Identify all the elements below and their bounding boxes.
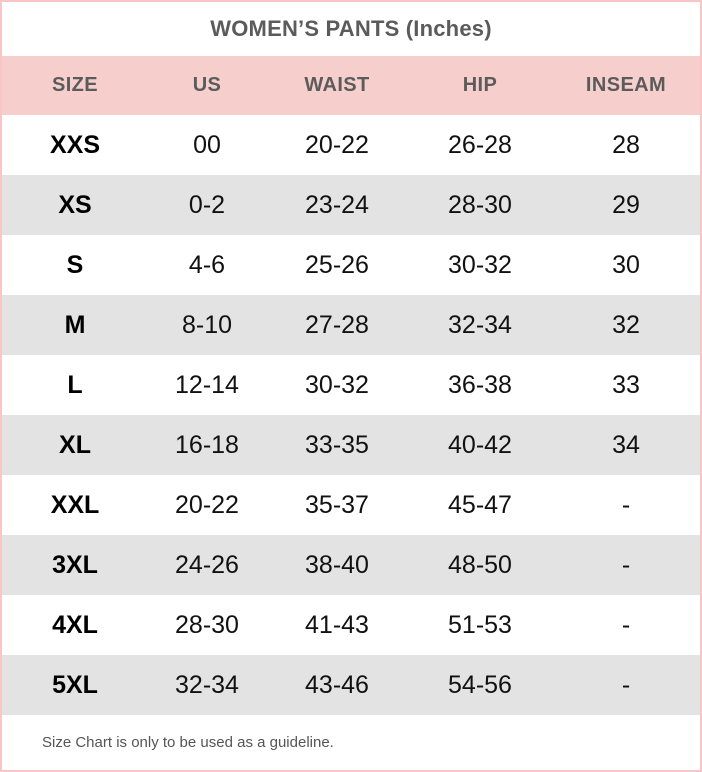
cell-inseam: 30 [612,250,640,279]
table-row: XXS 00 20-22 26-28 28 [2,115,700,175]
cell-hip: 40-42 [448,430,512,459]
cell-inseam: 29 [612,190,640,219]
cell-hip: 54-56 [448,670,512,699]
cell-inseam: 32 [612,310,640,339]
cell-us: 24-26 [175,550,239,579]
cell-waist: 43-46 [305,670,369,699]
chart-title: WOMEN’S PANTS (Inches) [2,2,700,56]
cell-inseam: 33 [612,370,640,399]
table-row: 4XL 28-30 41-43 51-53 - [2,595,700,655]
table-row: 3XL 24-26 38-40 48-50 - [2,535,700,595]
table-row: XS 0-2 23-24 28-30 29 [2,175,700,235]
cell-waist: 27-28 [305,310,369,339]
cell-hip: 26-28 [448,130,512,159]
cell-waist: 20-22 [305,130,369,159]
cell-waist: 33-35 [305,430,369,459]
cell-us: 32-34 [175,670,239,699]
size-chart-table: SIZE US WAIST HIP INSEAM XXS 00 20-22 26… [2,56,700,715]
cell-size: M [64,310,86,339]
cell-us: 0-2 [188,190,226,219]
cell-size: 5XL [52,670,98,699]
cell-waist: 30-32 [305,370,369,399]
cell-us: 4-6 [188,250,226,279]
column-header-inseam: INSEAM [585,74,667,96]
chart-footer: Size Chart is only to be used as a guide… [2,715,700,770]
column-header-size: SIZE [51,74,99,96]
cell-size: 4XL [52,610,98,639]
cell-waist: 38-40 [305,550,369,579]
cell-hip: 51-53 [448,610,512,639]
cell-inseam: 28 [612,130,640,159]
table-row: L 12-14 30-32 36-38 33 [2,355,700,415]
cell-size: L [67,370,83,399]
table-header: SIZE US WAIST HIP INSEAM [2,56,700,115]
cell-hip: 28-30 [448,190,512,219]
cell-size: XXL [50,490,100,519]
cell-hip: 32-34 [448,310,512,339]
guideline-note: Size Chart is only to be used as a guide… [42,734,334,751]
cell-size: XXS [49,130,101,159]
header-row: SIZE US WAIST HIP INSEAM [2,56,700,115]
cell-us: 8-10 [181,310,233,339]
cell-hip: 45-47 [448,490,512,519]
table-row: S 4-6 25-26 30-32 30 [2,235,700,295]
cell-waist: 41-43 [305,610,369,639]
column-header-waist: WAIST [304,74,370,96]
cell-inseam: - [621,670,631,699]
cell-hip: 30-32 [448,250,512,279]
cell-inseam: - [621,610,631,639]
cell-us: 16-18 [175,430,239,459]
cell-size: 3XL [52,550,98,579]
cell-size: XL [59,430,91,459]
cell-waist: 23-24 [305,190,369,219]
cell-size: XS [58,190,92,219]
table-row: XL 16-18 33-35 40-42 34 [2,415,700,475]
cell-waist: 25-26 [305,250,369,279]
column-header-us: US [192,74,222,96]
cell-us: 20-22 [175,490,239,519]
cell-waist: 35-37 [305,490,369,519]
cell-us: 28-30 [175,610,239,639]
cell-hip: 36-38 [448,370,512,399]
cell-us: 00 [193,130,221,159]
cell-inseam: 34 [612,430,640,459]
cell-inseam: - [621,550,631,579]
cell-hip: 48-50 [448,550,512,579]
table-body: XXS 00 20-22 26-28 28 XS 0-2 23-24 28-30… [2,115,700,715]
table-row: M 8-10 27-28 32-34 32 [2,295,700,355]
cell-us: 12-14 [175,370,239,399]
table-row: XXL 20-22 35-37 45-47 - [2,475,700,535]
column-header-hip: HIP [462,74,498,96]
table-row: 5XL 32-34 43-46 54-56 - [2,655,700,715]
cell-size: S [66,250,84,279]
cell-inseam: - [621,490,631,519]
